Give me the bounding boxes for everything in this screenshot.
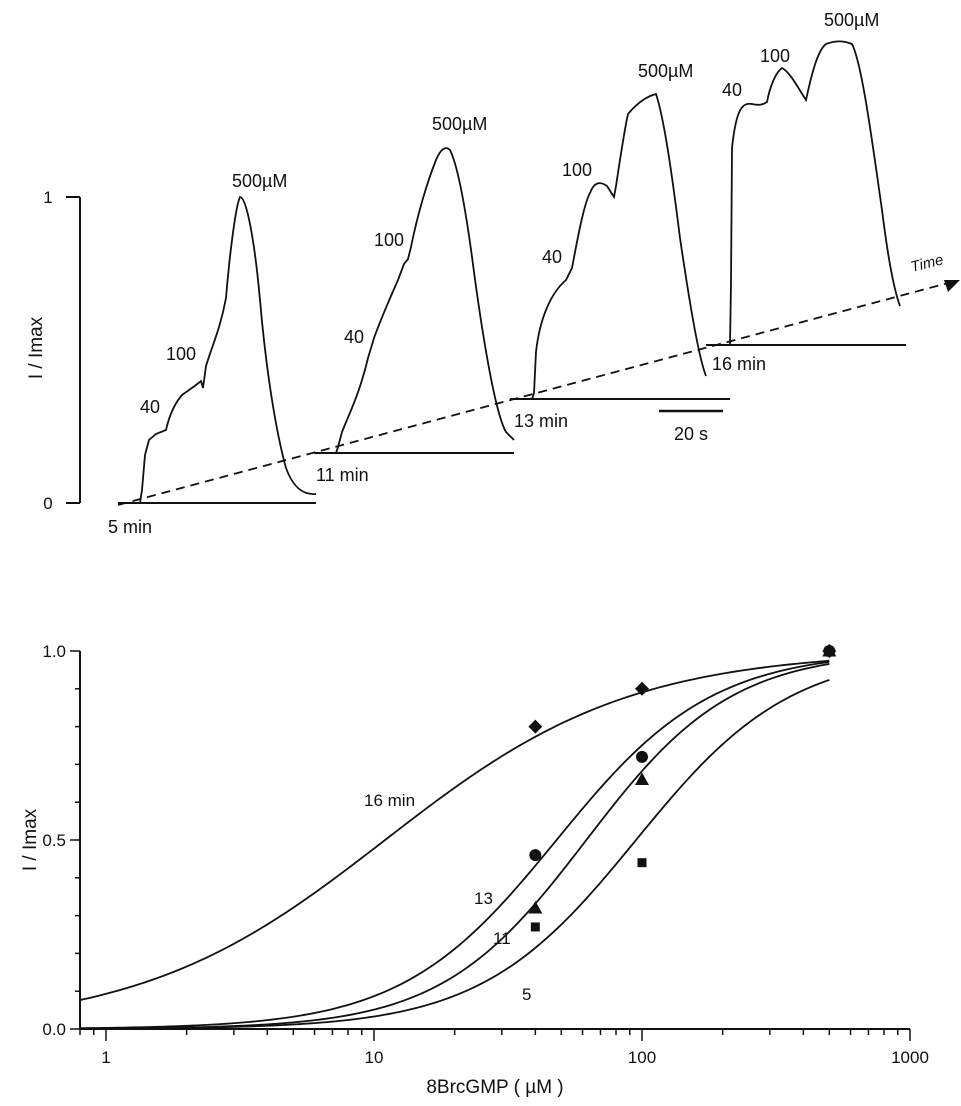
fit-curve [79,659,830,1001]
curve-label: 11 [493,929,511,948]
time-arrow-line [117,282,949,506]
current-trace [510,92,707,400]
bottom-panel-dose-response: 0.0 0.5 1.0 1 10 100 1000 I / Imax 8BrcGMP ( µM … [20,642,929,1098]
current-trace [706,40,901,346]
data-point-diamond [528,719,543,734]
current-trace [118,196,317,504]
top-y-tick-label: 1 [43,188,52,207]
concentration-label: 100 [166,344,196,364]
concentration-label: 500µM [638,61,693,81]
top-panel-current-traces: 1 0 I / Imax Time 5 min 11 min 13 min 16 min 40 1… [26,10,960,537]
time-arrow-head [944,280,960,292]
data-point-square [824,646,834,656]
curve-label: 13 [474,889,493,908]
bottom-y-tick-label: 0.0 [42,1020,66,1039]
data-point-circle [635,750,648,763]
data-point-circle [529,849,542,862]
trace-time-label: 5 min [108,517,152,537]
concentration-label: 40 [344,327,364,347]
data-point-square [530,922,540,932]
concentration-label: 100 [760,46,790,66]
bottom-x-tick-label: 10 [365,1048,384,1067]
data-point-triangle [528,901,543,914]
fit-curve [79,679,830,1030]
curve-label: 16 min [364,791,415,810]
bottom-x-tick-label: 1 [101,1048,110,1067]
trace-time-label: 16 min [712,354,766,374]
data-point-diamond [634,681,649,696]
bottom-x-tick-label: 100 [628,1048,656,1067]
top-y-axis-label: I / Imax [26,316,47,379]
trace-time-label: 13 min [514,411,568,431]
trace-time-label: 11 min [316,465,369,485]
fit-curve [79,661,830,1030]
concentration-label: 40 [140,397,160,417]
concentration-label: 40 [722,80,742,100]
concentration-label: 500µM [824,10,879,30]
current-trace [314,147,515,454]
concentration-label: 500µM [432,114,487,134]
bottom-x-axis-label: 8BrcGMP ( µM ) [426,1077,563,1098]
concentration-label: 100 [562,160,592,180]
concentration-label: 500µM [232,171,287,191]
top-y-tick-label: 0 [43,494,52,513]
bottom-y-axis-label: I / Imax [20,808,41,871]
bottom-y-tick-label: 1.0 [42,642,66,661]
concentration-label: 100 [374,230,404,250]
concentration-label: 40 [542,247,562,267]
bottom-x-tick-label: 1000 [891,1048,929,1067]
fit-curve [79,663,830,1030]
curve-label: 5 [522,985,531,1004]
time-scale-bar-label: 20 s [674,424,708,444]
time-arrow-label: Time [909,251,945,276]
data-point-square [637,858,647,868]
bottom-y-tick-label: 0.5 [42,831,66,850]
data-point-triangle [634,772,649,786]
